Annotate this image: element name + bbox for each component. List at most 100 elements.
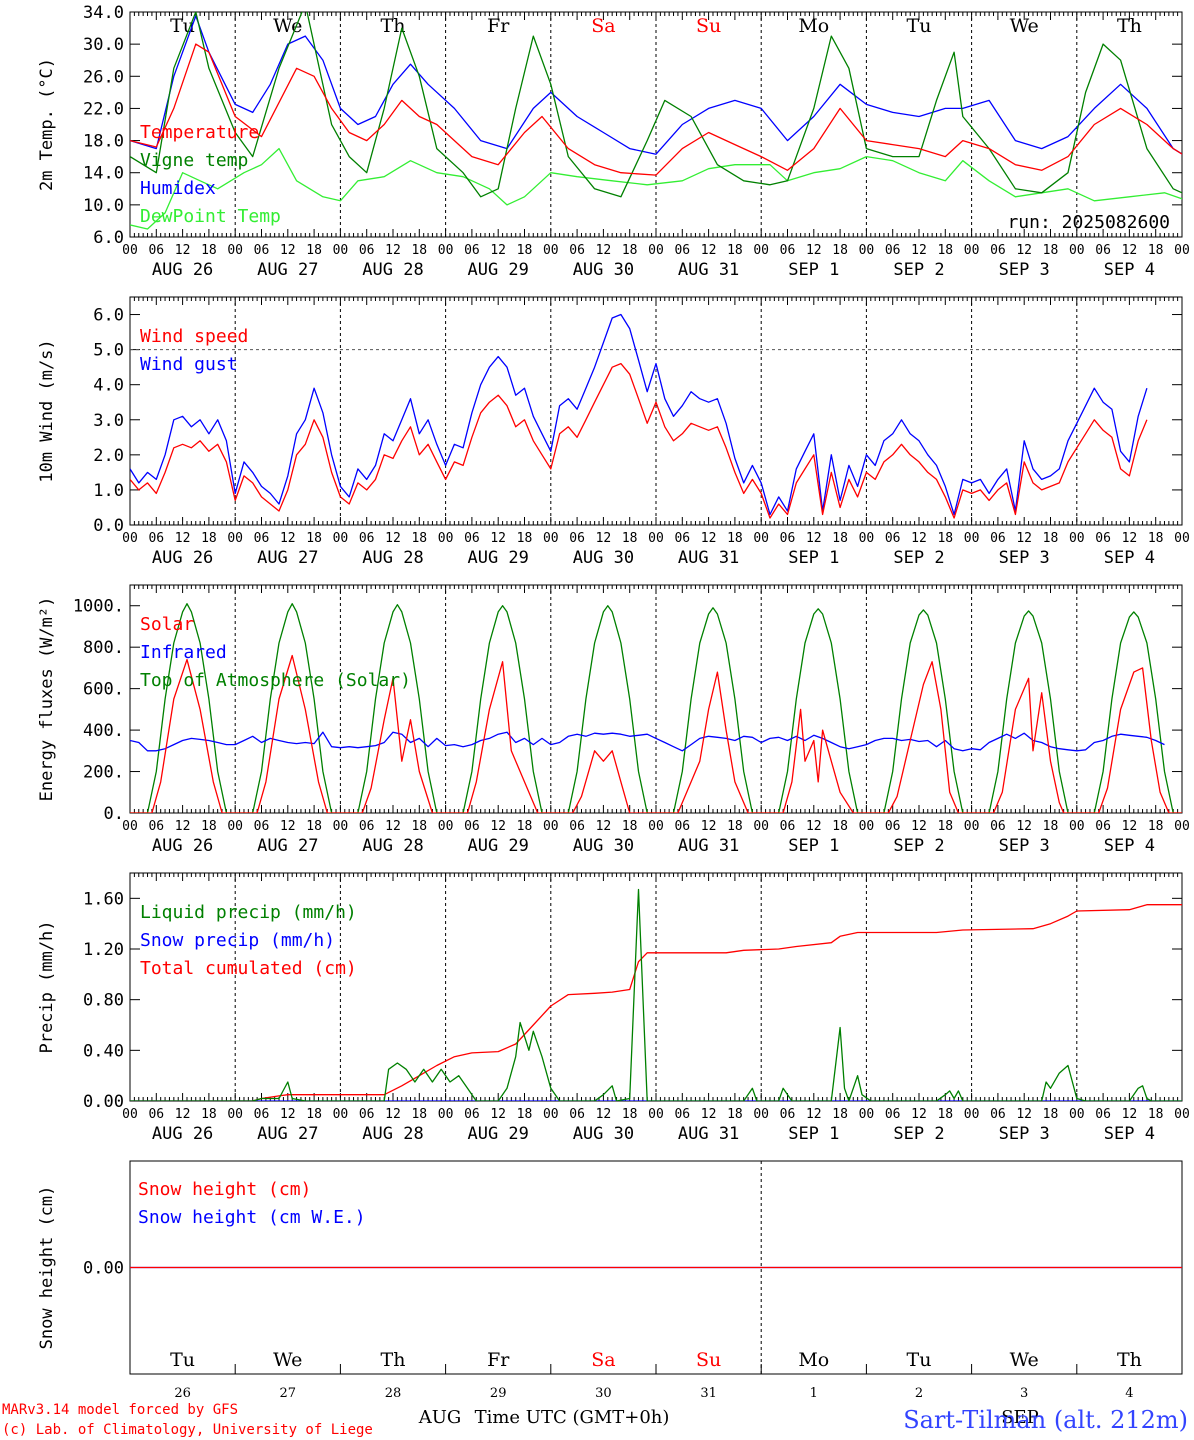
- day-number: 3: [1020, 1386, 1028, 1401]
- credit-line-1: MARv3.14 model forced by GFS: [2, 1402, 238, 1418]
- hour-label: 12: [175, 819, 191, 834]
- hour-label: 12: [596, 819, 612, 834]
- hour-label: 18: [727, 819, 743, 834]
- legend-entry: Vigne temp: [140, 150, 248, 171]
- hour-label: 12: [490, 531, 506, 546]
- hour-label: 06: [990, 1107, 1006, 1122]
- series-line-top-of-atmosphere-solar-: [130, 603, 1182, 813]
- hour-label: 06: [464, 531, 480, 546]
- hour-label: 06: [148, 819, 164, 834]
- y-tick-label: 10.0: [83, 196, 124, 216]
- date-label: SEP 3: [999, 836, 1050, 856]
- date-label: SEP 2: [893, 548, 944, 568]
- panel-1: 00 06 12 18 AUG 26 00 06 12 18 AUG 27 00 06 12 18 AUG …: [37, 3, 1190, 280]
- day-name-label: Tu: [170, 1349, 195, 1371]
- day-name-label: Th: [381, 15, 406, 37]
- hour-label: 18: [937, 1107, 953, 1122]
- date-label: AUG 27: [257, 260, 318, 280]
- day-number: 28: [385, 1386, 402, 1401]
- run-label: run: 2025082600: [1007, 212, 1170, 233]
- hour-label: 06: [148, 243, 164, 258]
- date-label: SEP 1: [788, 548, 839, 568]
- date-label: AUG 27: [257, 836, 318, 856]
- y-tick-label: 22.0: [83, 99, 124, 119]
- hour-label: 06: [569, 1107, 585, 1122]
- legend-entry: Wind speed: [140, 326, 248, 347]
- y-tick-label: 200.: [83, 763, 124, 783]
- y-axis-label: Precip (mm/h): [37, 920, 57, 1053]
- hour-label: 00: [753, 243, 769, 258]
- hour-label: 18: [1148, 243, 1164, 258]
- hour-label: 12: [701, 531, 717, 546]
- hour-label: 18: [517, 531, 533, 546]
- date-label: SEP 4: [1104, 548, 1155, 568]
- legend-entry: Total cumulated (cm): [140, 958, 357, 979]
- legend-entry: Solar: [140, 614, 194, 635]
- y-tick-label: 0.: [104, 804, 124, 824]
- date-label: SEP 4: [1104, 836, 1155, 856]
- y-axis-label: 2m Temp. (°C): [37, 58, 57, 191]
- hour-label: 18: [1148, 531, 1164, 546]
- day-name-label: Th: [1117, 15, 1142, 37]
- hour-label: 18: [937, 531, 953, 546]
- series-line-temperature: [130, 43, 1182, 176]
- hour-label: 12: [385, 531, 401, 546]
- date-label: SEP 3: [999, 260, 1050, 280]
- hour-label: 18: [411, 1107, 427, 1122]
- hour-label: 00: [122, 531, 138, 546]
- day-name-label: We: [1010, 1349, 1039, 1371]
- series-line-vigne-temp: [130, 12, 1182, 198]
- hour-label: 12: [806, 819, 822, 834]
- hour-label: 18: [832, 819, 848, 834]
- date-label: AUG 26: [152, 1124, 213, 1144]
- date-label: AUG 30: [573, 548, 634, 568]
- date-label: AUG 28: [362, 260, 423, 280]
- hour-label: 00: [543, 1107, 559, 1122]
- hour-label: 00: [964, 819, 980, 834]
- date-label: SEP 3: [999, 548, 1050, 568]
- hour-label: 18: [517, 243, 533, 258]
- date-label: AUG 30: [573, 260, 634, 280]
- hour-label: 00: [227, 243, 243, 258]
- y-axis-label: Energy fluxes (W/m²): [37, 597, 57, 802]
- hour-label: 06: [1095, 243, 1111, 258]
- hour-label: 06: [1095, 1107, 1111, 1122]
- hour-label: 06: [148, 531, 164, 546]
- y-tick-label: 0.80: [83, 991, 124, 1011]
- y-tick-label: 30.0: [83, 35, 124, 55]
- hour-label: 00: [1069, 1107, 1085, 1122]
- y-axis-label: Snow height (cm): [37, 1186, 57, 1350]
- hour-label: 18: [306, 243, 322, 258]
- day-name-label: Th: [381, 1349, 406, 1371]
- hour-label: 06: [359, 819, 375, 834]
- date-label: SEP 2: [893, 260, 944, 280]
- date-label: SEP 3: [999, 1124, 1050, 1144]
- y-tick-label: 1.0: [93, 481, 124, 501]
- y-tick-label: 0.00: [83, 1092, 124, 1112]
- hour-label: 12: [1016, 819, 1032, 834]
- series-group: [130, 313, 1148, 519]
- y-tick-label: 34.0: [83, 3, 124, 23]
- y-tick-label: 3.0: [93, 411, 124, 431]
- hour-label: 06: [780, 819, 796, 834]
- meteogram-panels: 00 06 12 18 AUG 26 00 06 12 18 AUG 27 00 06 12 18 AUG …: [37, 3, 1190, 1401]
- date-label: AUG 29: [467, 260, 528, 280]
- series-line-wind-gust: [130, 313, 1148, 516]
- day-name-label: Fr: [487, 15, 510, 37]
- legend-entry: Snow height (cm): [138, 1179, 311, 1200]
- hour-label: 00: [1174, 1107, 1190, 1122]
- y-tick-label: 14.0: [83, 164, 124, 184]
- hour-label: 00: [753, 531, 769, 546]
- hour-label: 06: [674, 531, 690, 546]
- date-label: AUG 27: [257, 548, 318, 568]
- y-tick-label: 1000.: [73, 597, 124, 617]
- hour-label: 00: [122, 243, 138, 258]
- hour-label: 18: [727, 1107, 743, 1122]
- hour-label: 12: [806, 531, 822, 546]
- series-line-liquid-precip-mm-h-: [130, 888, 1182, 1101]
- hour-label: 12: [701, 819, 717, 834]
- legend-entry: DewPoint Temp: [140, 206, 281, 227]
- y-tick-label: 0.0: [93, 516, 124, 536]
- station-label: Sart-Tilman (alt. 212m): [903, 1406, 1188, 1434]
- y-tick-label: 600.: [83, 680, 124, 700]
